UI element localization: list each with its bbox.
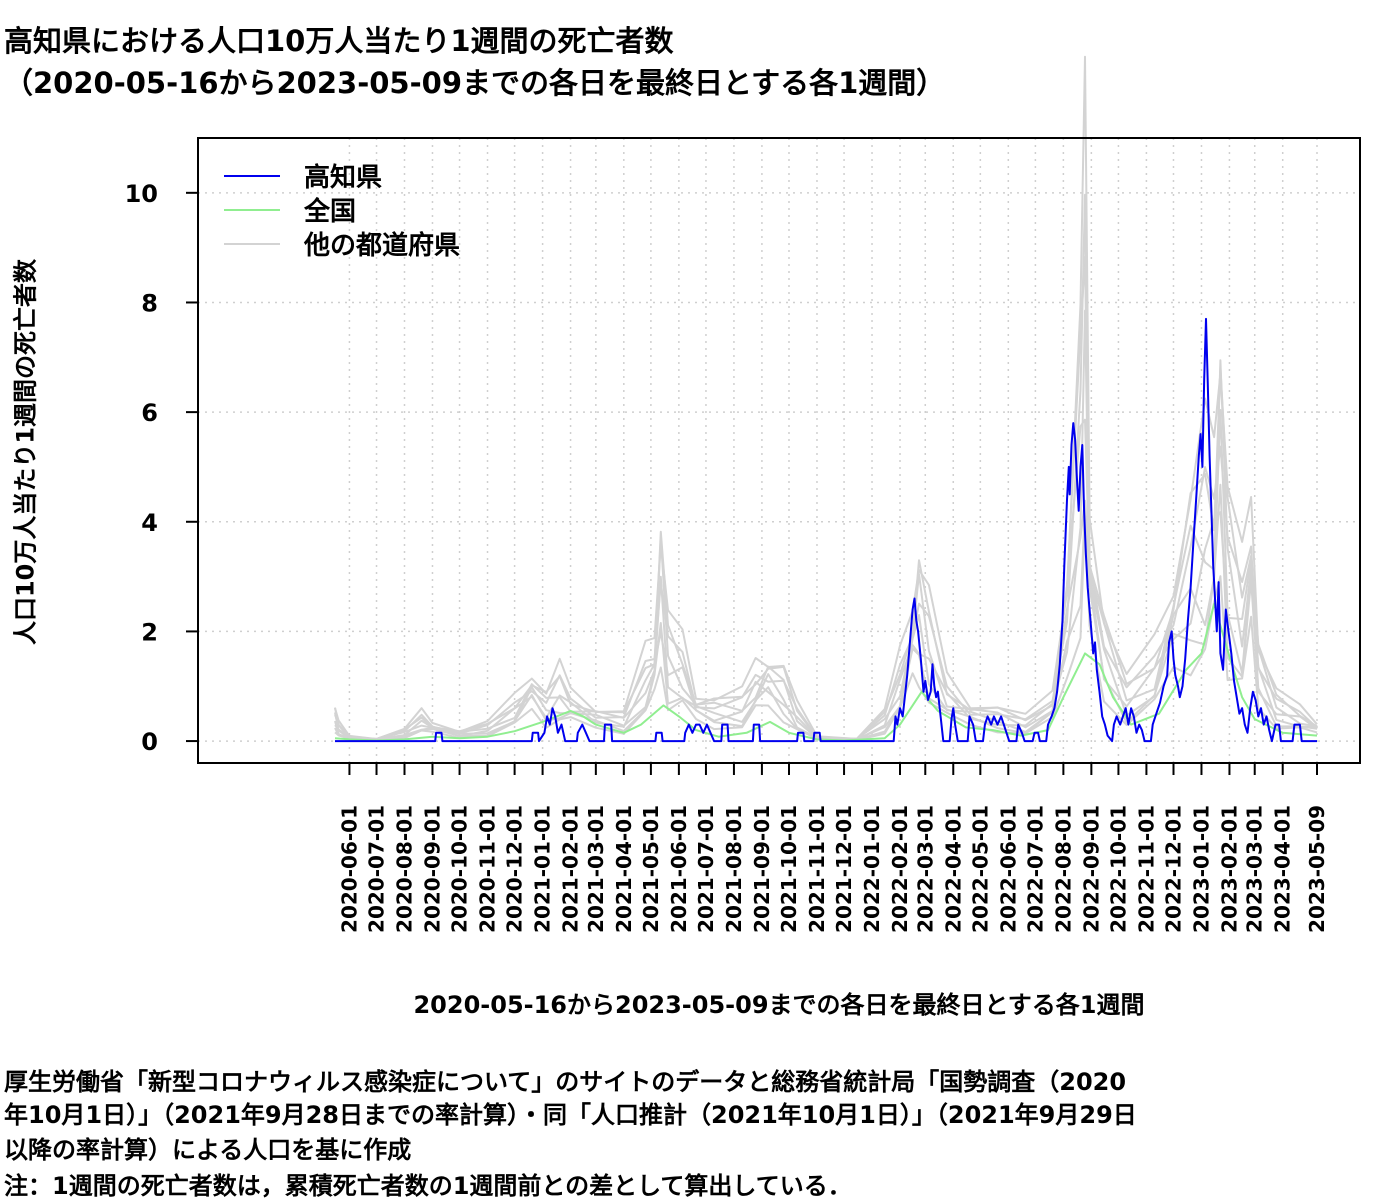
- y-axis: 0 2 4 6 8 10: [125, 180, 199, 756]
- source-note-line3: 以降の率計算）による人口を基に作成: [4, 1136, 412, 1164]
- y-tick-label: 0: [141, 728, 158, 756]
- x-tick-label: 2022-07-01: [1023, 805, 1047, 933]
- x-tick-label: 2022-09-01: [1079, 805, 1103, 933]
- y-tick-label: 8: [141, 289, 158, 317]
- x-tick-label: 2020-07-01: [365, 805, 389, 933]
- series-line-other-prefectures: [334, 359, 1318, 740]
- x-tick-label: 2020-12-01: [503, 805, 527, 933]
- source-note-line2: 年10月1日）」（2021年9月28日までの率計算）・同「人口推計（2021年1…: [4, 1101, 1137, 1129]
- x-axis-title: 2020-05-16から2023-05-09までの各日を最終日とする各1週間: [413, 991, 1145, 1019]
- x-tick-label: 2021-12-01: [832, 805, 856, 933]
- x-tick-label: 2021-11-01: [805, 805, 829, 933]
- x-tick-label: 2023-02-01: [1218, 805, 1242, 933]
- x-tick-label: 2022-05-01: [968, 805, 992, 933]
- y-tick-label: 4: [141, 509, 158, 537]
- x-tick-label: 2022-12-01: [1162, 805, 1186, 933]
- x-tick-label: 2021-09-01: [750, 805, 774, 933]
- x-tick-label: 2020-06-01: [337, 805, 361, 933]
- x-tick-label: 2022-11-01: [1134, 805, 1158, 933]
- source-note-line1: 厚生労働省「新型コロナウィルス感染症について」のサイトのデータと総務省統計局「国…: [4, 1068, 1127, 1096]
- x-tick-label: 2022-01-01: [860, 805, 884, 933]
- x-tick-label: 2021-07-01: [694, 805, 718, 933]
- series-line-other-prefectures: [334, 409, 1318, 741]
- x-tick-label: 2022-03-01: [913, 805, 937, 933]
- legend-label: 高知県: [304, 162, 382, 193]
- x-tick-label: 2020-11-01: [476, 805, 500, 933]
- x-tick-label: 2022-10-01: [1106, 805, 1130, 933]
- x-tick-label: 2023-03-01: [1243, 805, 1267, 933]
- x-tick-label: 2022-06-01: [996, 805, 1020, 933]
- series-line-other-prefectures: [334, 193, 1318, 741]
- y-tick-label: 6: [141, 399, 158, 427]
- calculation-note: 注：1週間の死亡者数は，累積死亡者数の1週間前との差として算出している．: [4, 1172, 852, 1200]
- x-axis: 2020-06-01 2020-07-01 2020-08-01 2020-09-01…: [337, 762, 1329, 933]
- x-tick-label: 2022-08-01: [1051, 805, 1075, 933]
- x-tick-label: 2021-08-01: [722, 805, 746, 933]
- x-tick-label: 2023-01-01: [1190, 805, 1214, 933]
- chart-subtitle: （2020-05-16から2023-05-09までの各日を最終日とする各1週間）: [4, 66, 946, 100]
- x-tick-label: 2021-01-01: [531, 805, 555, 933]
- x-tick-label: 2022-02-01: [888, 805, 912, 933]
- legend-label: 他の都道府県: [303, 230, 460, 261]
- x-tick-label: 2023-05-09: [1305, 805, 1329, 933]
- x-tick-label: 2021-06-01: [667, 805, 691, 933]
- x-tick-label: 2020-08-01: [393, 805, 417, 933]
- y-tick-label: 10: [125, 180, 158, 208]
- series-line-kochi: [335, 317, 1317, 743]
- legend-label: 全国: [303, 196, 356, 227]
- x-tick-label: 2021-10-01: [777, 805, 801, 933]
- x-tick-label: 2021-03-01: [584, 805, 608, 933]
- x-tick-label: 2023-04-01: [1271, 805, 1295, 933]
- series-line-other-prefectures: [334, 256, 1318, 740]
- y-tick-label: 2: [141, 618, 158, 646]
- series-line-other-prefectures: [334, 483, 1318, 741]
- x-tick-label: 2021-05-01: [639, 805, 663, 933]
- series-line-other-prefectures: [334, 309, 1318, 741]
- y-axis-title: 人口10万人当たり1週間の死亡者数: [11, 258, 40, 646]
- x-tick-label: 2021-02-01: [559, 805, 583, 933]
- series-lines: [334, 317, 1318, 743]
- chart-title: 高知県における人口10万人当たり1週間の死亡者数: [4, 24, 674, 58]
- x-tick-label: 2021-04-01: [612, 805, 636, 933]
- x-tick-label: 2020-09-01: [421, 805, 445, 933]
- x-tick-label: 2022-04-01: [941, 805, 965, 933]
- x-tick-label: 2020-10-01: [448, 805, 472, 933]
